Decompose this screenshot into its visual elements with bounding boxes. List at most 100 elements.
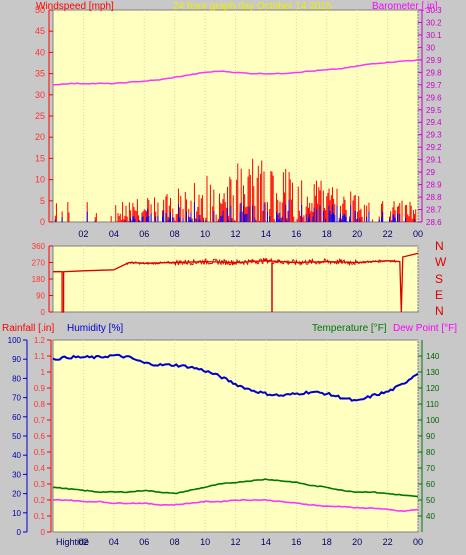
baro-y-tick-label: 29.4 (426, 118, 442, 127)
baro-y-tick-label: 29.5 (426, 106, 442, 115)
hightide-label: Hightide (56, 537, 89, 547)
humidity-line (52, 353, 419, 402)
baro-y-tick-label: 30.3 (426, 6, 442, 15)
temp-y-tick-label: 110 (426, 400, 439, 409)
humidity-y-tick-label: 0 (17, 528, 22, 537)
temperature-line (52, 478, 419, 498)
rain-y-tick-label: 0 (41, 528, 46, 537)
humidity-y-tick-label: 70 (12, 394, 21, 403)
humidity-y-tick-label: 10 (12, 509, 21, 518)
direction-y-tick-label: 0 (41, 308, 46, 317)
baro-y-tick-label: 29.2 (426, 143, 442, 152)
baro-y-tick-label: 28.9 (426, 181, 442, 190)
rain-y-tick-label: 0.7 (34, 416, 46, 425)
rain-y-tick-label: 1.2 (34, 336, 46, 345)
wind-axis-title: Windspeed [mph] (36, 1, 114, 12)
temp-y-tick-label: 80 (426, 448, 435, 457)
baro-y-tick-label: 29.9 (426, 56, 442, 65)
wind-x-tick-label: 06 (139, 229, 149, 239)
rain-y-tick-label: 0.3 (34, 480, 46, 489)
wind-direction-line (125, 257, 396, 267)
baro-y-tick-label: 29.1 (426, 156, 442, 165)
humidity-y-tick-label: 50 (12, 432, 21, 441)
baro-y-tick-label: 29.6 (426, 93, 442, 102)
wind-x-tick-label: 00 (413, 229, 423, 239)
humidity-axis-title: Humidity [%] (67, 323, 123, 334)
rain-y-tick-label: 0.2 (34, 496, 46, 505)
rain-y-tick-label: 0.4 (34, 464, 46, 473)
baro-y-tick-label: 30 (426, 43, 435, 52)
wind-x-tick-label: 16 (291, 229, 301, 239)
wind-y-tick-label: 10 (35, 175, 45, 185)
baro-y-tick-label: 28.8 (426, 193, 442, 202)
rain-y-tick-label: 1.1 (34, 352, 46, 361)
wind-x-tick-label: 08 (170, 229, 180, 239)
wind-x-tick-label: 18 (322, 229, 332, 239)
graph-title: 24 hour graph day October 14 2015 (173, 1, 332, 12)
barometer-axis-title: Barometer [.in] (372, 1, 438, 12)
wind-y-tick-label: 45 (35, 26, 45, 36)
rain-y-tick-label: 0.8 (34, 400, 46, 409)
humidity-x-tick-label: 20 (352, 537, 362, 547)
humidity-y-tick-label: 20 (12, 490, 21, 499)
humidity-x-tick-label: 02 (78, 537, 88, 547)
rain-y-tick-label: 0.6 (34, 432, 46, 441)
rain-y-tick-label: 0.1 (34, 512, 46, 521)
wind-y-tick-label: 5 (40, 196, 45, 206)
humidity-y-tick-label: 60 (12, 413, 21, 422)
temp-y-tick-label: 140 (426, 352, 440, 361)
rain-y-tick-label: 0.9 (34, 384, 46, 393)
direction-y-tick-label: 360 (32, 242, 46, 251)
temp-y-tick-label: 120 (426, 384, 440, 393)
humidity-x-tick-label: 22 (383, 537, 393, 547)
baro-y-tick-label: 29.8 (426, 68, 442, 77)
compass-letter-e: E (435, 288, 443, 302)
wind-y-tick-label: 50 (35, 5, 45, 15)
humidity-x-tick-label: 16 (291, 537, 301, 547)
temp-y-tick-label: 70 (426, 464, 435, 473)
humidity-y-tick-label: 40 (12, 451, 21, 460)
dewpoint-line (52, 498, 418, 513)
wind-y-tick-label: 15 (35, 153, 45, 163)
dewpoint-axis-title: Dew Point [°F] (393, 323, 457, 334)
temp-y-tick-label: 90 (426, 432, 435, 441)
rain-y-tick-label: 1 (41, 368, 46, 377)
baro-y-tick-label: 30.2 (426, 18, 442, 27)
humidity-x-tick-label: 18 (322, 537, 332, 547)
direction-y-tick-label: 270 (32, 259, 46, 268)
humidity-x-tick-label: 12 (230, 537, 240, 547)
wind-y-tick-label: 35 (35, 69, 45, 79)
humidity-y-tick-label: 90 (12, 355, 21, 364)
temp-y-tick-label: 100 (426, 416, 440, 425)
compass-letter-w: W (435, 255, 447, 269)
wind-x-tick-label: 20 (352, 229, 362, 239)
wind-y-tick-label: 30 (35, 90, 45, 100)
wind-y-tick-label: 25 (35, 111, 45, 121)
direction-y-tick-label: 180 (32, 275, 46, 284)
wind-x-tick-label: 22 (383, 229, 393, 239)
wind-y-tick-label: 0 (40, 217, 45, 227)
humidity-x-tick-label: 04 (109, 537, 119, 547)
baro-y-tick-label: 29 (426, 168, 435, 177)
humidity-y-tick-label: 30 (12, 470, 21, 479)
humidity-x-tick-label: 06 (139, 537, 149, 547)
wind-x-tick-label: 02 (78, 229, 88, 239)
baro-y-tick-label: 30.1 (426, 31, 442, 40)
wind-y-tick-label: 40 (35, 47, 45, 57)
compass-letter-n: N (435, 239, 444, 253)
humidity-x-tick-label: 00 (413, 537, 423, 547)
humidity-y-tick-label: 100 (8, 336, 22, 345)
temp-y-tick-label: 40 (426, 512, 435, 521)
barometer-line (52, 58, 419, 86)
baro-y-tick-label: 29.3 (426, 131, 442, 140)
humidity-y-tick-label: 80 (12, 374, 21, 383)
rainfall-axis-title: Rainfall [.in] (2, 323, 54, 334)
wind-x-tick-label: 04 (109, 229, 119, 239)
baro-y-tick-label: 28.7 (426, 206, 442, 215)
baro-y-tick-label: 29.7 (426, 81, 442, 90)
humidity-x-tick-label: 10 (200, 537, 210, 547)
baro-y-tick-label: 28.6 (426, 218, 442, 227)
temp-y-tick-label: 60 (426, 480, 435, 489)
